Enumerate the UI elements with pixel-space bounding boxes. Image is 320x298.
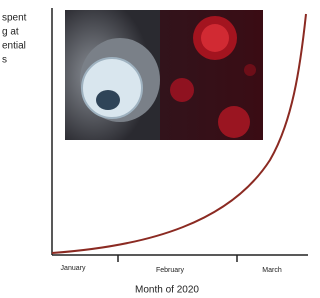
page: {"chart_data": {"type": "line", "ylabel_… bbox=[0, 0, 320, 298]
y-axis-label-line: spent bbox=[2, 13, 27, 24]
y-axis-label-line: g at bbox=[2, 27, 19, 38]
illustration bbox=[65, 10, 263, 140]
x-tick-label: February bbox=[156, 267, 185, 274]
y-axis-label: spent g at ential s bbox=[2, 13, 27, 66]
y-axis-label-line: s bbox=[2, 55, 7, 66]
y-axis-label-line: ential bbox=[2, 41, 26, 52]
x-tick-label: March bbox=[262, 267, 282, 274]
x-axis-label: Month of 2020 bbox=[135, 285, 199, 296]
x-tick-label: January bbox=[61, 265, 86, 272]
